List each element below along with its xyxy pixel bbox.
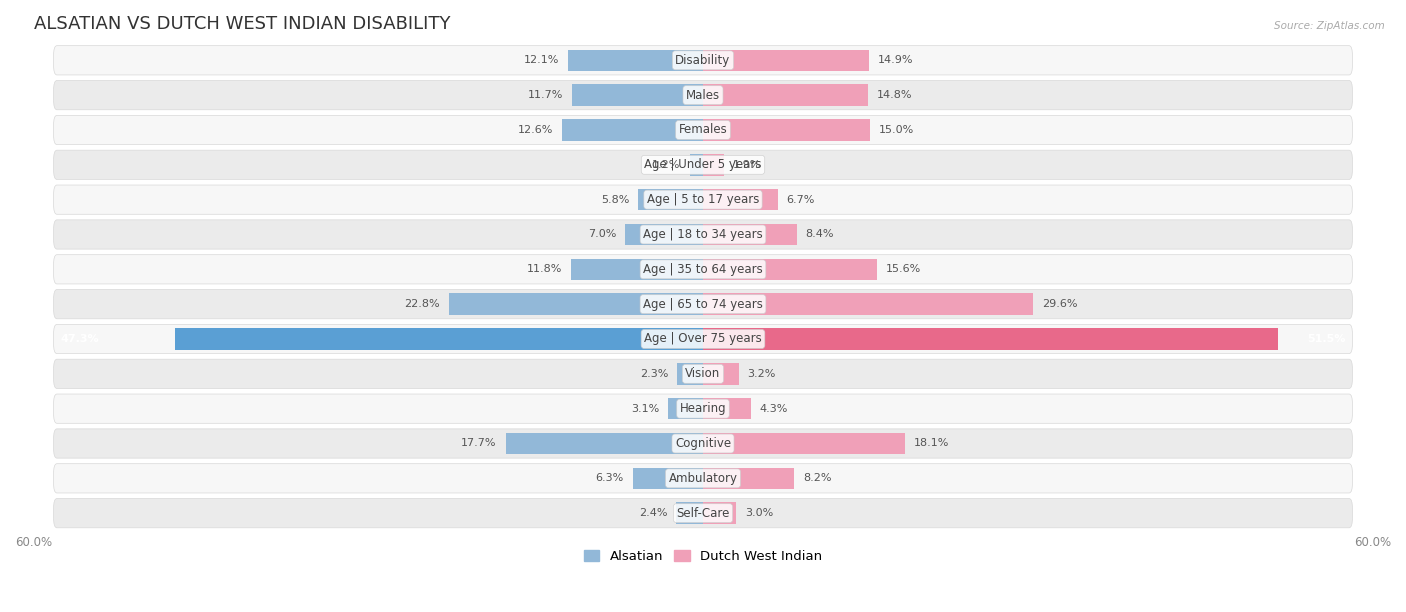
Text: 6.7%: 6.7% — [787, 195, 815, 204]
Text: 51.5%: 51.5% — [1308, 334, 1346, 344]
Bar — [633, 468, 703, 489]
Text: 14.8%: 14.8% — [877, 90, 912, 100]
Text: Age | Over 75 years: Age | Over 75 years — [644, 332, 762, 346]
Text: Vision: Vision — [685, 367, 721, 380]
Text: Age | 35 to 64 years: Age | 35 to 64 years — [643, 263, 763, 276]
FancyBboxPatch shape — [53, 499, 1353, 528]
Text: Ambulatory: Ambulatory — [668, 472, 738, 485]
Text: 22.8%: 22.8% — [404, 299, 440, 309]
Text: 15.0%: 15.0% — [879, 125, 914, 135]
Bar — [703, 363, 738, 384]
Bar — [703, 328, 1278, 350]
Text: 14.9%: 14.9% — [879, 55, 914, 65]
FancyBboxPatch shape — [53, 289, 1353, 319]
Bar — [703, 84, 868, 106]
FancyBboxPatch shape — [53, 429, 1353, 458]
Text: 6.3%: 6.3% — [596, 473, 624, 483]
Text: Cognitive: Cognitive — [675, 437, 731, 450]
FancyBboxPatch shape — [53, 324, 1353, 354]
Text: 8.4%: 8.4% — [806, 230, 834, 239]
Text: 11.8%: 11.8% — [527, 264, 562, 274]
Text: 8.2%: 8.2% — [803, 473, 832, 483]
Text: 18.1%: 18.1% — [914, 438, 949, 449]
Bar — [703, 258, 877, 280]
Text: 47.3%: 47.3% — [60, 334, 98, 344]
FancyBboxPatch shape — [53, 394, 1353, 424]
FancyBboxPatch shape — [53, 185, 1353, 214]
Bar — [638, 189, 703, 211]
FancyBboxPatch shape — [53, 359, 1353, 389]
Bar — [506, 433, 703, 454]
Text: 2.4%: 2.4% — [638, 508, 668, 518]
Bar — [676, 502, 703, 524]
Text: 17.7%: 17.7% — [461, 438, 496, 449]
Text: 7.0%: 7.0% — [588, 230, 616, 239]
Bar — [176, 328, 703, 350]
Bar — [703, 468, 794, 489]
Bar — [568, 50, 703, 71]
Bar — [689, 154, 703, 176]
Text: 3.1%: 3.1% — [631, 404, 659, 414]
FancyBboxPatch shape — [53, 255, 1353, 284]
FancyBboxPatch shape — [53, 115, 1353, 144]
Bar — [703, 154, 724, 176]
Text: 5.8%: 5.8% — [600, 195, 630, 204]
Text: 3.0%: 3.0% — [745, 508, 773, 518]
Legend: Alsatian, Dutch West Indian: Alsatian, Dutch West Indian — [578, 544, 828, 568]
Text: Self-Care: Self-Care — [676, 507, 730, 520]
Bar — [703, 119, 870, 141]
Text: 3.2%: 3.2% — [748, 369, 776, 379]
Bar — [449, 293, 703, 315]
Bar — [703, 502, 737, 524]
Text: Source: ZipAtlas.com: Source: ZipAtlas.com — [1274, 21, 1385, 31]
Text: 11.7%: 11.7% — [529, 90, 564, 100]
Text: 12.1%: 12.1% — [523, 55, 560, 65]
Text: 15.6%: 15.6% — [886, 264, 921, 274]
Bar — [703, 433, 905, 454]
Text: Age | 65 to 74 years: Age | 65 to 74 years — [643, 297, 763, 311]
Text: 1.2%: 1.2% — [652, 160, 681, 170]
Text: 4.3%: 4.3% — [759, 404, 789, 414]
Text: Hearing: Hearing — [679, 402, 727, 415]
Text: 29.6%: 29.6% — [1042, 299, 1077, 309]
Bar — [703, 189, 778, 211]
Text: Males: Males — [686, 89, 720, 102]
FancyBboxPatch shape — [53, 220, 1353, 249]
Bar — [703, 50, 869, 71]
Bar — [624, 223, 703, 245]
Bar — [703, 293, 1033, 315]
Text: 2.3%: 2.3% — [640, 369, 668, 379]
Text: 12.6%: 12.6% — [519, 125, 554, 135]
Bar — [703, 223, 797, 245]
FancyBboxPatch shape — [53, 46, 1353, 75]
Bar — [562, 119, 703, 141]
Text: Disability: Disability — [675, 54, 731, 67]
Text: Age | 5 to 17 years: Age | 5 to 17 years — [647, 193, 759, 206]
Text: Females: Females — [679, 124, 727, 136]
FancyBboxPatch shape — [53, 150, 1353, 179]
Bar — [668, 398, 703, 419]
Text: Age | 18 to 34 years: Age | 18 to 34 years — [643, 228, 763, 241]
Text: 1.9%: 1.9% — [733, 160, 762, 170]
Text: ALSATIAN VS DUTCH WEST INDIAN DISABILITY: ALSATIAN VS DUTCH WEST INDIAN DISABILITY — [34, 15, 450, 33]
Bar — [571, 258, 703, 280]
Text: Age | Under 5 years: Age | Under 5 years — [644, 159, 762, 171]
FancyBboxPatch shape — [53, 81, 1353, 110]
FancyBboxPatch shape — [53, 464, 1353, 493]
Bar — [572, 84, 703, 106]
Bar — [678, 363, 703, 384]
Bar — [703, 398, 751, 419]
